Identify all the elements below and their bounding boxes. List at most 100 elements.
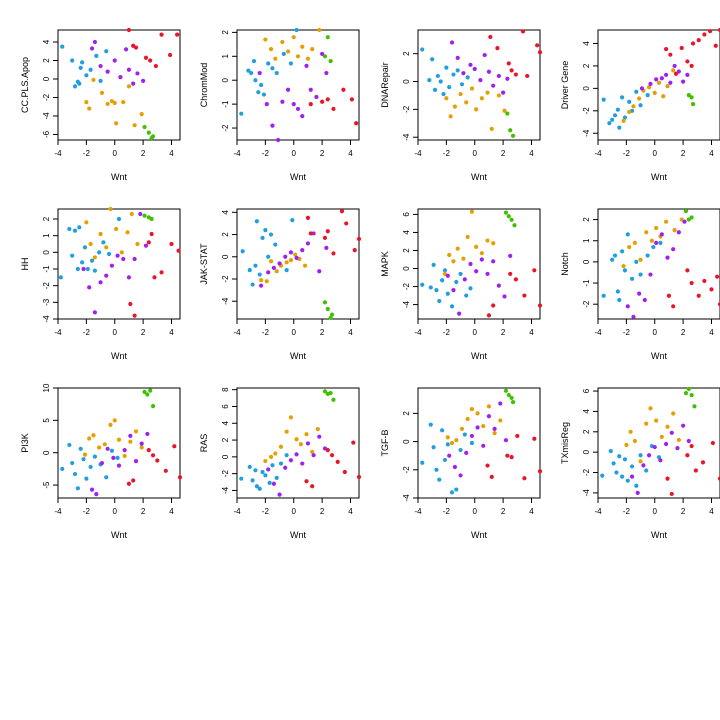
- scatter-point: [126, 275, 132, 280]
- scatter-point: [505, 453, 510, 458]
- scatter-point: [85, 266, 90, 272]
- scatter-point: [689, 215, 694, 220]
- scatter-point: [485, 238, 490, 243]
- scatter-point: [328, 58, 333, 64]
- scatter-point: [152, 275, 157, 280]
- scatter-point: [509, 395, 514, 400]
- y-axis-label: PI3K: [20, 433, 30, 453]
- scatter-point: [478, 78, 483, 83]
- x-tick-label: 4: [348, 149, 353, 158]
- scatter-point: [696, 293, 701, 298]
- scatter-point: [627, 109, 632, 115]
- plot-frame: [57, 208, 181, 320]
- scatter-point: [537, 469, 543, 474]
- scatter-point: [665, 255, 670, 260]
- scatter-point: [513, 72, 518, 77]
- scatter-point: [611, 461, 616, 466]
- scatter-point: [249, 70, 254, 76]
- scatter-point: [481, 443, 486, 448]
- scatter-point: [496, 283, 501, 288]
- x-tick-label: -4: [594, 507, 602, 516]
- scatter-point: [629, 464, 635, 469]
- scatter-point: [325, 229, 330, 234]
- y-tick-label: 2: [221, 30, 230, 35]
- scatter-point: [683, 390, 689, 396]
- scatter-panel: -4 -2 0 2 4 -4 -2 0 2 Wnt DNARepair: [380, 29, 543, 182]
- scatter-point: [608, 449, 613, 454]
- y-tick-label: 0: [42, 450, 51, 455]
- y-axis-label: JAK-STAT: [199, 243, 209, 285]
- scatter-point: [89, 46, 95, 51]
- scatter-point: [331, 397, 336, 402]
- scatter-point: [246, 68, 251, 73]
- x-tick-label: 2: [141, 149, 146, 158]
- scatter-point: [87, 285, 92, 290]
- scatter-point: [434, 467, 439, 472]
- scatter-point: [491, 259, 496, 264]
- scatter-point: [104, 245, 109, 250]
- scatter-point: [317, 27, 322, 33]
- scatter-point: [115, 455, 120, 460]
- scatter-point: [637, 291, 642, 296]
- scatter-point: [112, 100, 117, 106]
- scatter-point: [492, 431, 497, 436]
- scatter-point: [270, 123, 275, 128]
- scatter-point: [284, 429, 289, 434]
- scatter-point: [495, 46, 500, 51]
- scatter-point: [317, 434, 322, 439]
- scatter-point: [314, 94, 319, 100]
- scatter-point: [310, 449, 315, 454]
- x-axis-label: Wnt: [290, 530, 307, 540]
- scatter-point: [449, 40, 455, 45]
- scatter-point: [532, 268, 537, 273]
- x-axis-label: Wnt: [111, 530, 128, 540]
- x-tick-label: -2: [262, 149, 270, 158]
- scatter-point: [320, 51, 325, 57]
- scatter-point: [263, 458, 268, 464]
- scatter-point: [341, 87, 346, 92]
- scatter-point: [491, 83, 496, 88]
- x-tick-label: -2: [443, 507, 451, 516]
- x-tick-label: -4: [414, 149, 422, 158]
- scatter-point: [276, 137, 281, 143]
- scatter-point: [305, 441, 311, 446]
- scatter-point: [669, 491, 674, 497]
- y-tick-label: 4: [402, 230, 411, 235]
- scatter-point: [149, 216, 154, 222]
- scatter-point: [607, 121, 612, 126]
- scatter-point: [451, 259, 456, 264]
- scatter-point: [70, 253, 75, 258]
- y-tick-label: 2: [582, 429, 591, 434]
- scatter-point: [356, 474, 362, 480]
- scatter-point: [278, 461, 284, 466]
- scatter-point: [638, 103, 643, 108]
- scatter-point: [87, 436, 92, 441]
- y-tick-label: -2: [221, 275, 230, 283]
- x-axis-label: Wnt: [471, 351, 488, 361]
- scatter-point: [482, 52, 487, 58]
- scatter-point: [139, 445, 144, 450]
- scatter-point: [280, 99, 285, 104]
- scatter-point: [434, 288, 439, 293]
- scatter-point: [300, 461, 305, 466]
- scatter-point: [81, 457, 86, 462]
- scatter-point: [669, 430, 674, 435]
- scatter-point: [149, 231, 154, 237]
- scatter-point: [288, 258, 294, 263]
- scatter-point: [671, 304, 676, 309]
- y-tick-label: -1: [582, 279, 591, 287]
- scatter-point: [634, 259, 639, 264]
- x-tick-label: 0: [473, 507, 478, 516]
- scatter-point: [325, 448, 330, 453]
- scatter-point: [635, 490, 640, 496]
- scatter-point: [331, 251, 336, 256]
- scatter-point: [481, 423, 486, 429]
- scatter-point: [294, 255, 299, 260]
- scatter-point: [310, 484, 315, 489]
- scatter-point: [266, 61, 271, 66]
- scatter-point: [438, 79, 443, 84]
- scatter-point: [457, 311, 462, 316]
- scatter-point: [84, 476, 89, 481]
- scatter-point: [310, 47, 315, 52]
- scatter-point: [663, 441, 669, 447]
